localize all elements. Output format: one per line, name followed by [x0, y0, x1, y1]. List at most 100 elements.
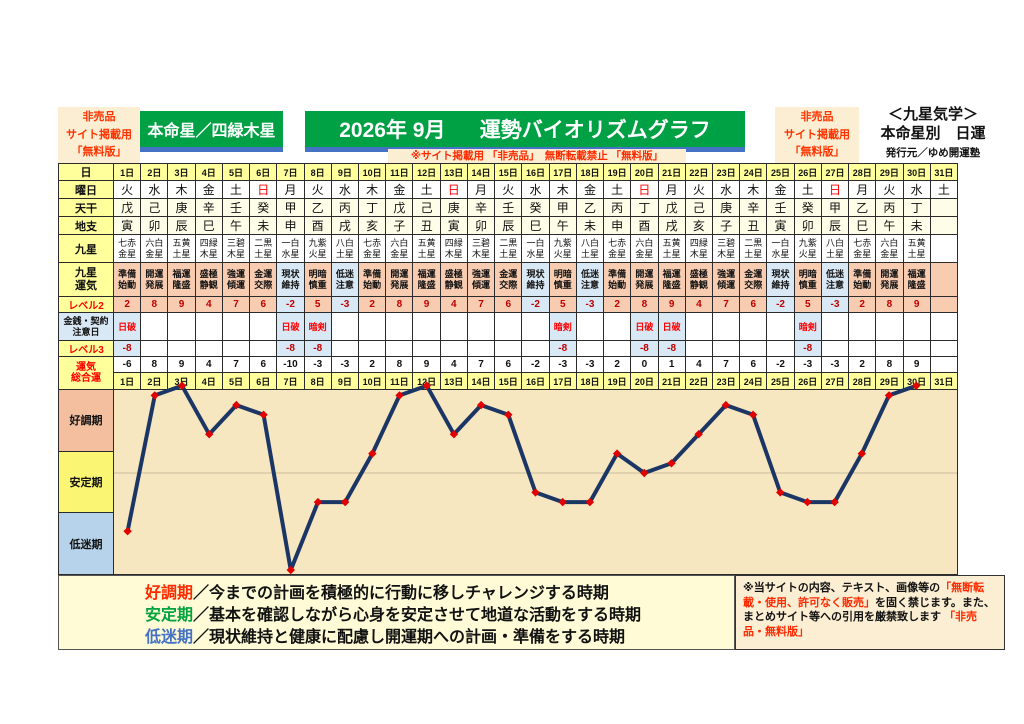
sogo-cell: 6 [250, 357, 278, 373]
unki-cell: 開運 発展 [631, 263, 659, 297]
chishi-cell: 卯 [794, 217, 822, 235]
level2-cell: -2 [522, 297, 550, 313]
unki-cell: 開運 発展 [876, 263, 904, 297]
kyusei-cell: 六白 金星 [876, 235, 904, 263]
sogo-cell: -6 [114, 357, 142, 373]
day-header-cell: 9日 [331, 164, 360, 181]
chishi-cell: 卯 [467, 217, 496, 235]
disclaimer-segment: ※当サイトの内容、テキスト、画像等の [743, 582, 941, 594]
tenkan-cell: 癸 [250, 199, 278, 217]
row-label-kyusei-unki: 九星 運気 [59, 263, 114, 297]
caution-cell [903, 313, 931, 341]
data-point-marker [721, 400, 731, 410]
level3-cell [331, 341, 360, 357]
day-header-cell: 6日 [250, 164, 278, 181]
tenkan-cell: 丁 [903, 199, 931, 217]
data-point-marker [313, 497, 323, 507]
day-header-cell: 25日 [767, 164, 795, 181]
weekday-cell: 日 [631, 181, 659, 199]
caution-cell [331, 313, 360, 341]
chishi-cell: 戌 [331, 217, 360, 235]
level3-cell [467, 341, 496, 357]
data-point-marker [640, 468, 649, 478]
data-point-marker [395, 391, 404, 400]
chishi-cell: 申 [604, 217, 632, 235]
honmeisei-label: 本命星／四緑木星 [147, 123, 276, 140]
sogo-cell: 9 [168, 357, 196, 373]
level2-cell: 4 [440, 297, 468, 313]
level2-cell: 2 [359, 297, 387, 313]
row-label-level2: レベル2 [59, 297, 114, 313]
unki-cell: 準備 始動 [359, 263, 387, 297]
level2-cell: 9 [168, 297, 196, 313]
day-footer-cell: 26日 [794, 373, 822, 390]
chart-zone-axis: 好調期 安定期 低迷期 [59, 390, 114, 575]
left-free-version-badge: 非売品 サイト掲載用 「無料版」 [58, 107, 140, 163]
weekday-cell: 水 [141, 181, 169, 199]
weekday-cell: 木 [549, 181, 577, 199]
kyusei-cell: 六白 金星 [631, 235, 659, 263]
tenkan-cell: 己 [685, 199, 713, 217]
day-footer-cell: 23日 [712, 373, 741, 390]
weekday-cell: 水 [331, 181, 360, 199]
unki-cell: 金運 交際 [740, 263, 768, 297]
publication-title: ＜九星気学＞ 本命星別 日運 発行元／ゆめ開運塾 [860, 105, 1006, 160]
caution-cell [685, 313, 713, 341]
sogo-cell: 8 [386, 357, 414, 373]
day-footer-cell: 25日 [767, 373, 795, 390]
day-footer-cell: 27日 [821, 373, 850, 390]
chishi-cell: 申 [277, 217, 305, 235]
level2-cell: 8 [876, 297, 904, 313]
day-header-cell: 26日 [794, 164, 822, 181]
data-point-marker [177, 381, 187, 390]
legend-line: 安定期／基本を確認しながら心身を安定させて地道な活動をする時期 [145, 605, 734, 627]
level2-cell: 7 [467, 297, 496, 313]
day-footer-cell: 10日 [359, 373, 387, 390]
weekday-cell: 火 [304, 181, 332, 199]
day-footer-cell: 9日 [331, 373, 360, 390]
chishi-cell: 未 [576, 217, 605, 235]
weekday-cell: 火 [876, 181, 904, 199]
disclaimer-segment: を固く禁じます。また、まとめサイト等への引用を厳禁致します [743, 596, 995, 624]
row-label-sogo: 運気 総合運 [59, 357, 114, 390]
legend-term: 低迷期 [145, 629, 194, 646]
copyright-disclaimer: ※当サイトの内容、テキスト、画像等の「無断転載・使用、許可なく販売」を固く禁じま… [735, 575, 1005, 650]
weekday-cell: 日 [821, 181, 850, 199]
kyusei-cell: 九紫 火星 [304, 235, 332, 263]
day-header-cell: 21日 [658, 164, 686, 181]
kyusei-cell: 二黒 土星 [495, 235, 523, 263]
day-header-cell: 16日 [522, 164, 550, 181]
caution-cell [876, 313, 904, 341]
day-footer-cell: 11日 [386, 373, 414, 390]
level2-cell: 5 [549, 297, 577, 313]
caution-cell [386, 313, 414, 341]
chishi-cell: 寅 [440, 217, 468, 235]
level2-cell: 5 [794, 297, 822, 313]
level2-cell: 8 [386, 297, 414, 313]
chishi-cell: 丑 [740, 217, 768, 235]
caution-cell [495, 313, 523, 341]
caution-cell: 日破 [277, 313, 305, 341]
data-point-marker [340, 497, 350, 507]
level2-cell: 6 [495, 297, 523, 313]
tenkan-cell: 壬 [222, 199, 251, 217]
chishi-cell: 子 [712, 217, 741, 235]
sogo-cell: -3 [821, 357, 850, 373]
unki-cell: 盛極 静観 [440, 263, 468, 297]
sogo-cell: 1 [658, 357, 686, 373]
level2-cell: -3 [576, 297, 605, 313]
tenkan-cell: 壬 [767, 199, 795, 217]
main-title-bar: 2026年 9月 運勢バイオリズムグラフ [305, 111, 745, 147]
level2-cell: 7 [712, 297, 741, 313]
weekday-cell: 月 [658, 181, 686, 199]
kyusei-cell: 五黄 土星 [658, 235, 686, 263]
weekday-cell: 土 [930, 181, 958, 199]
chishi-cell: 辰 [821, 217, 850, 235]
data-point-marker [776, 488, 785, 497]
unki-cell: 明暗 慎重 [549, 263, 577, 297]
sogo-cell: 2 [359, 357, 387, 373]
level2-cell: 2 [849, 297, 877, 313]
zone-label: 低迷期 [59, 513, 113, 575]
honmeisei-title: 本命星／四緑木星 [140, 111, 283, 147]
sogo-cell: 2 [849, 357, 877, 373]
